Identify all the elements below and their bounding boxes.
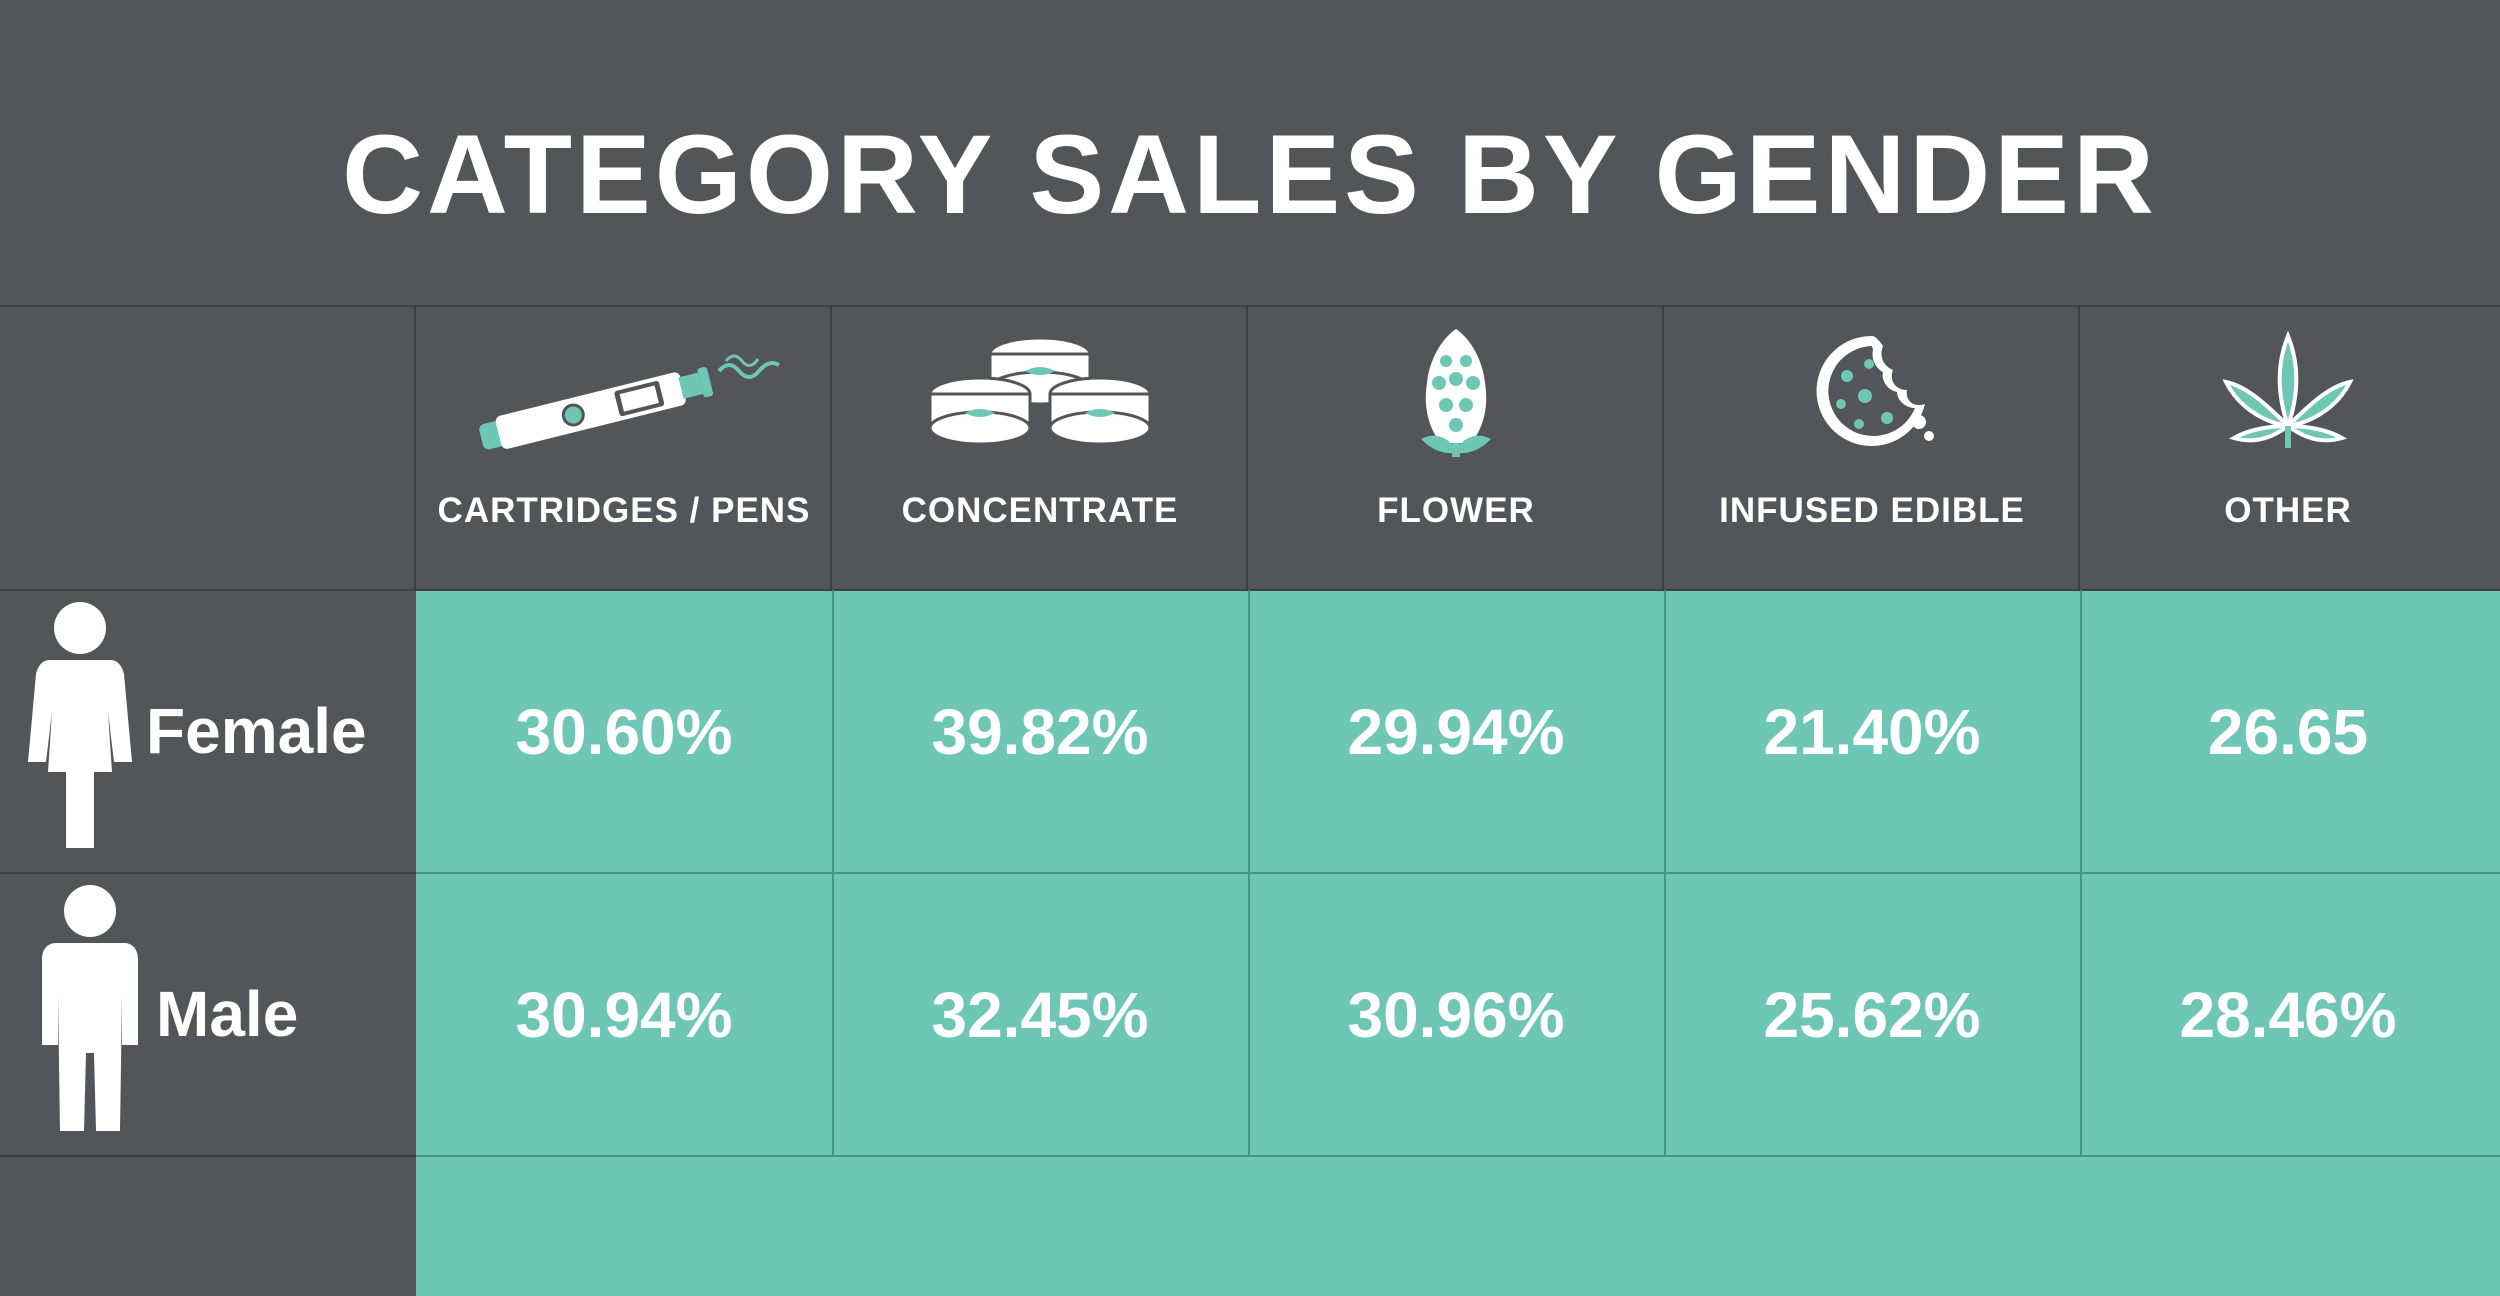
row-label-text: Female (146, 695, 367, 767)
cell-male-flower: 30.96% (1347, 978, 1565, 1051)
column-label: CONCENTRATE (901, 491, 1179, 530)
row-line-3 (0, 1155, 416, 1157)
cell-female-infused-edible: 21.40% (1763, 695, 1981, 768)
column-label: INFUSED EDIBLE (1719, 491, 2025, 530)
concentrate-jars-icon (928, 336, 1152, 446)
row-line-1 (0, 589, 2500, 591)
cell-male-cartridges: 30.94% (515, 978, 733, 1051)
cell-female-concentrate: 39.82% (931, 695, 1149, 768)
row-label-female: Female (0, 590, 414, 873)
cell-female-cartridges: 30.60% (515, 695, 733, 768)
data-area (416, 590, 2500, 1296)
column-label: CARTRIDGES / PENS (437, 491, 811, 530)
cell-female-flower: 29.94% (1347, 695, 1565, 768)
teal-col-line-1 (832, 590, 834, 1155)
chart-title: CATEGORY SALES BY GENDER (342, 112, 2158, 237)
teal-row-line-3 (416, 1155, 2500, 1157)
teal-col-line-4 (2080, 590, 2082, 1155)
vape-pen-icon (479, 354, 781, 450)
row-line-2 (0, 872, 416, 874)
cell-female-other: 26.65 (2207, 695, 2369, 768)
teal-col-line-2 (1248, 590, 1250, 1155)
row-label-male: Male (0, 873, 414, 1156)
column-header-concentrate: CONCENTRATE (830, 306, 1248, 590)
cell-male-other: 28.46% (2179, 978, 2397, 1051)
column-label: OTHER (2224, 491, 2352, 530)
header-top-line (0, 305, 2500, 307)
column-label: FLOWER (1377, 491, 1535, 530)
cookie-icon (1816, 335, 1934, 446)
cannabis-leaf-icon (2222, 330, 2354, 448)
column-header-other: OTHER (2078, 306, 2496, 590)
teal-row-line-2 (416, 872, 2500, 874)
female-figure-icon (28, 602, 132, 848)
column-header-infused-edible: INFUSED EDIBLE (1662, 306, 2080, 590)
male-figure-icon (42, 885, 138, 1131)
teal-col-line-3 (1664, 590, 1666, 1155)
cell-male-concentrate: 32.45% (931, 978, 1149, 1051)
cannabis-flower-icon (1421, 329, 1491, 457)
cell-male-infused-edible: 25.62% (1763, 978, 1981, 1051)
column-header-flower: FLOWER (1246, 306, 1664, 590)
column-header-cartridges: CARTRIDGES / PENS (414, 306, 832, 590)
row-label-text: Male (156, 978, 299, 1050)
